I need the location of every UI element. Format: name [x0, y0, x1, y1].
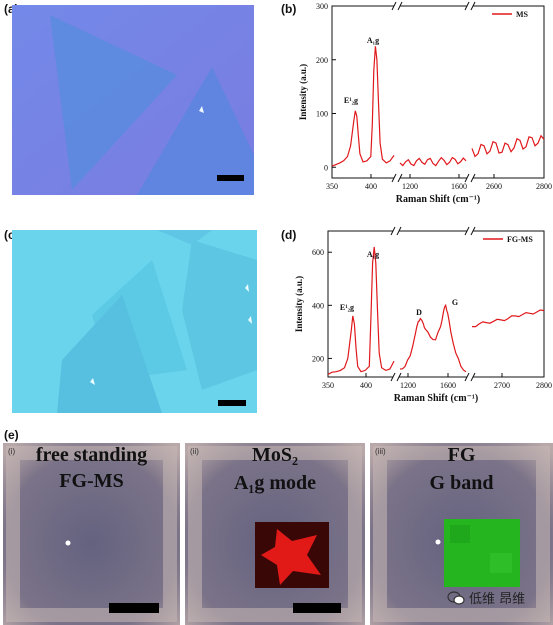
axis-break-mark [390, 372, 396, 382]
tile-sub-label: (i) [8, 447, 16, 456]
x-tick-label: 400 [365, 182, 377, 191]
x-tick-label: 1200 [402, 182, 418, 191]
axis-break-gap [467, 227, 473, 235]
panel-label-d: (d) [281, 228, 297, 242]
watermark-text: 低维 昂维 [469, 592, 526, 607]
watermark: 低维 昂维 [447, 588, 525, 607]
x-tick-label: 400 [360, 381, 372, 390]
series-line [399, 156, 467, 167]
axis-break-mark [470, 226, 476, 236]
micrograph-a [12, 5, 254, 195]
tile-caption-line2: G band [429, 472, 494, 494]
x-tick-label: 350 [326, 182, 338, 191]
axis-break-mark [464, 173, 470, 183]
axis-break-mark [390, 226, 396, 236]
series-line [399, 303, 467, 373]
axis-break-gap [467, 2, 473, 10]
axis-break-gap [393, 227, 399, 235]
wechat-icon [447, 590, 465, 605]
tile-caption-line1: free standing [35, 444, 148, 466]
x-tick-label: 350 [322, 381, 334, 390]
y-tick-label: 300 [316, 2, 328, 11]
flake-triangle-3 [57, 295, 162, 413]
scale-bar [218, 400, 246, 406]
tile-free-standing: (i) free standing FG-MS [3, 443, 180, 625]
axis-break-mark [391, 173, 397, 183]
y-tick-label: 600 [312, 248, 324, 257]
axis-break-mark [464, 372, 470, 382]
peak-label: A₁g [367, 250, 379, 259]
plot-frame [327, 230, 545, 378]
flake-triangle-1 [157, 230, 212, 245]
y-tick-label: 200 [316, 56, 328, 65]
axis-break-gap [393, 373, 399, 381]
legend-label: MS [516, 10, 529, 19]
tile-caption-line2: A₁g mode [233, 472, 317, 494]
x-axis-title: Raman Shift (cm⁻¹) [396, 194, 480, 205]
series-line [327, 246, 395, 375]
axis-break-gap [394, 174, 400, 182]
flake-triangle-small [137, 67, 254, 195]
y-tick-label: 400 [312, 301, 324, 310]
peak-label: G [452, 298, 458, 307]
mos2-map-flake [261, 529, 321, 585]
peak-label: E¹₂g [344, 96, 358, 105]
scale-bar [293, 603, 341, 613]
panel-label-b: (b) [281, 2, 297, 16]
series-line [471, 134, 545, 158]
scale-bar [217, 175, 244, 181]
axis-break-gap [394, 2, 400, 10]
y-tick-label: 0 [324, 163, 328, 172]
tile-sub-label: (iii) [375, 447, 386, 456]
panel-label-e: (e) [4, 428, 19, 442]
flake-triangle-large [50, 15, 177, 190]
y-axis-title: Intensity (a.u.) [294, 276, 304, 332]
x-tick-label: 1600 [451, 182, 467, 191]
tile-caption-line1: FG [447, 444, 476, 466]
y-axis-title: Intensity (a.u.) [298, 64, 308, 120]
legend-label: FG-MS [507, 235, 533, 244]
peak-label: E¹₂g [340, 303, 354, 312]
x-tick-label: 2700 [494, 381, 510, 390]
tile-mos2-a1g: (ii) MoS₂ A₁g mode [185, 443, 365, 625]
axis-break-mark [396, 226, 402, 236]
peak-label: D [416, 308, 422, 317]
tile-fg-g-band: (iii) FG G band [370, 443, 553, 625]
flake-triangle-4 [182, 240, 257, 390]
series-line [331, 46, 395, 167]
axis-break-mark [397, 1, 403, 11]
tile-sub-label: (ii) [190, 447, 199, 456]
axis-break-gap [467, 174, 473, 182]
axis-break-mark [470, 372, 476, 382]
axis-break-gap [467, 373, 473, 381]
x-tick-label: 2800 [536, 381, 552, 390]
axis-break-mark [397, 173, 403, 183]
scale-bar [109, 603, 159, 613]
axis-break-mark [396, 372, 402, 382]
tile-caption-line2: FG-MS [59, 470, 124, 492]
peak-label: A₁g [367, 36, 379, 45]
axis-break-mark [464, 226, 470, 236]
axis-break-mark [470, 173, 476, 183]
x-tick-label: 1200 [400, 381, 416, 390]
axis-break-mark [470, 1, 476, 11]
micrograph-c [12, 230, 257, 413]
x-axis-title: Raman Shift (cm⁻¹) [394, 393, 478, 404]
series-line [472, 309, 545, 328]
y-tick-label: 100 [316, 110, 328, 119]
axis-break-mark [391, 1, 397, 11]
tile-caption-line1: MoS₂ [252, 444, 298, 466]
raman-chart-fg-ms: 200 400 600 350 400 1200 1600 2700 2800 Raman Shi… [294, 226, 552, 404]
x-tick-label: 2800 [536, 182, 552, 191]
y-tick-label: 200 [312, 354, 324, 363]
axis-break-mark [464, 1, 470, 11]
raman-chart-ms: 0 100 200 300 350 400 1200 1600 2600 2800 Raman Sh… [298, 1, 552, 205]
plot-frame [331, 5, 545, 179]
x-tick-label: 2600 [486, 182, 502, 191]
x-tick-label: 1600 [440, 381, 456, 390]
